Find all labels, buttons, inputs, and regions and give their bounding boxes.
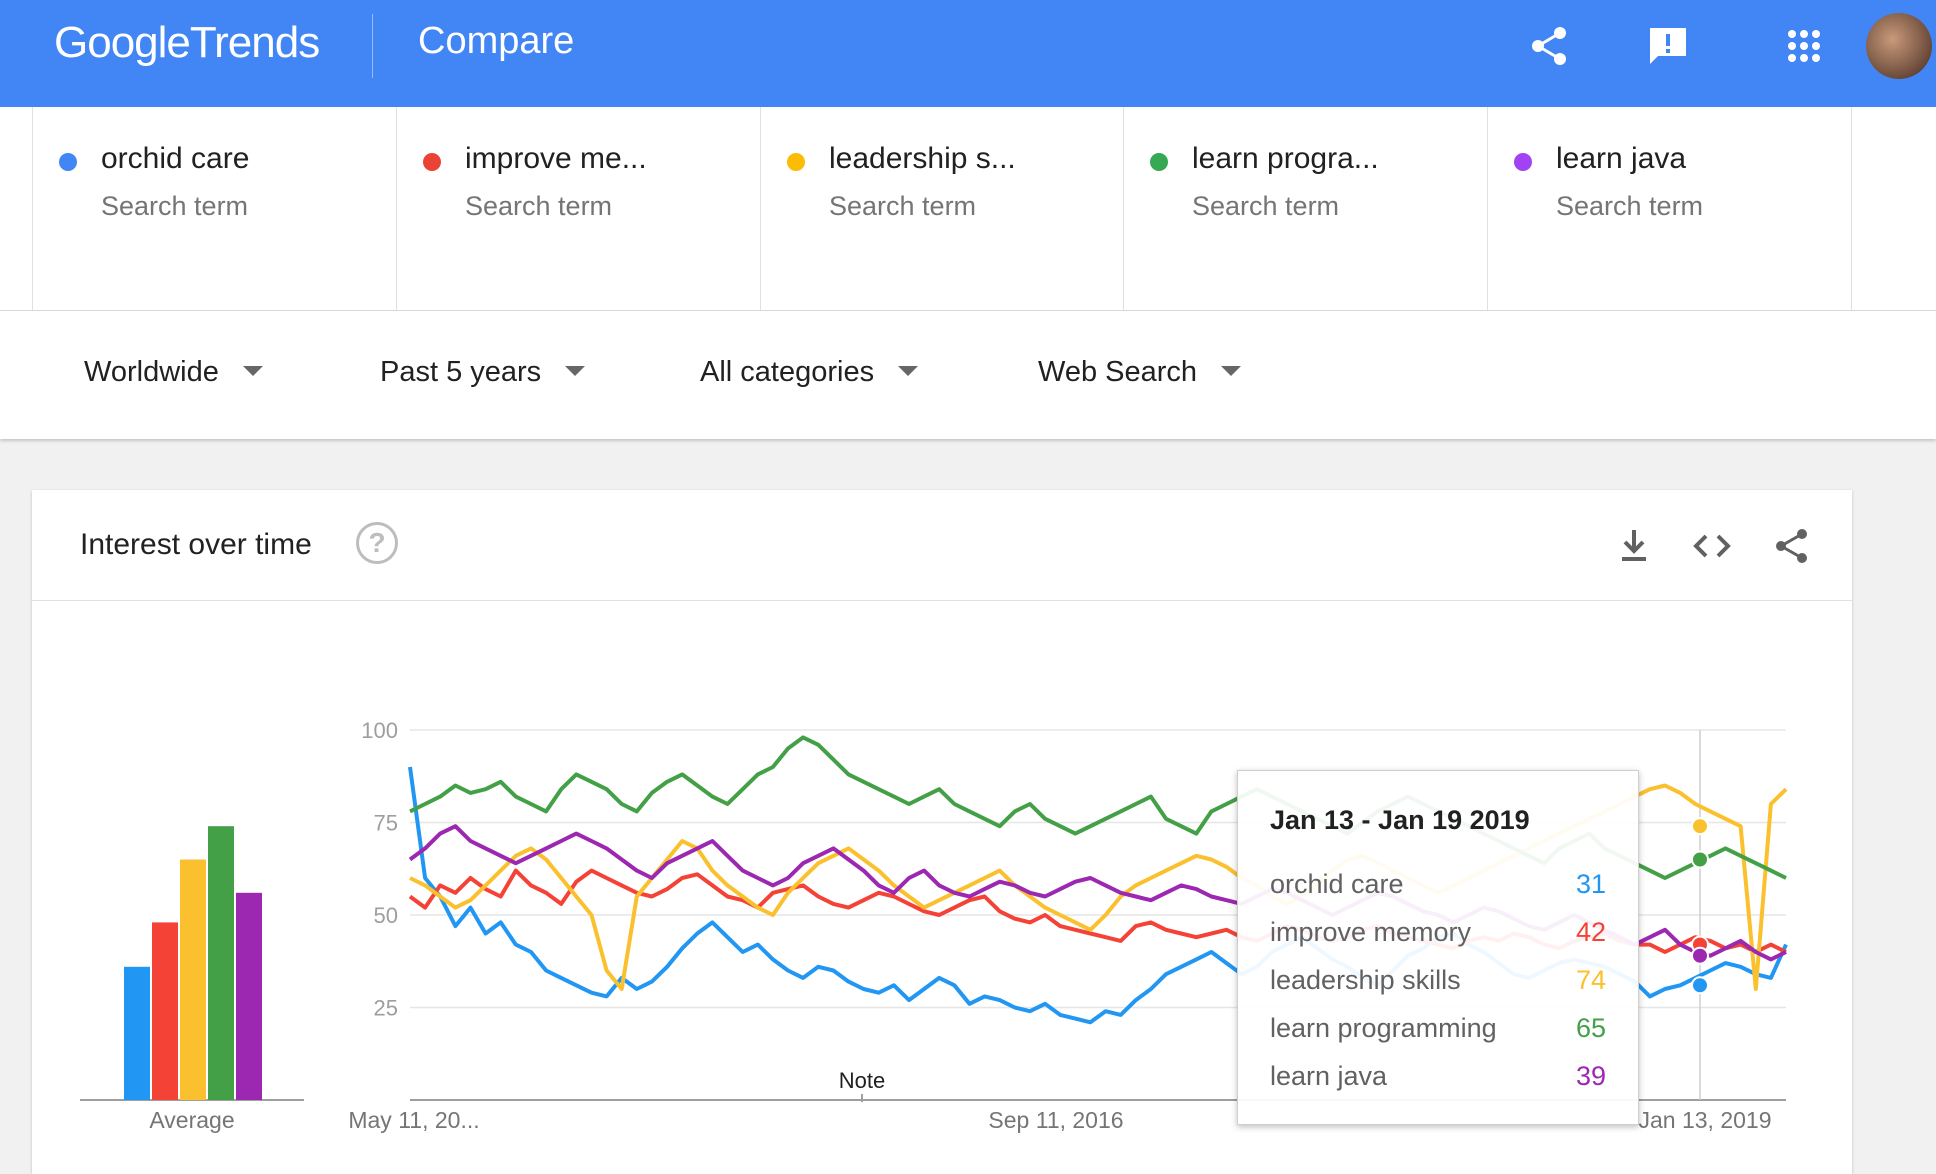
chevron-down-icon [242, 366, 263, 377]
feedback-icon[interactable] [1644, 22, 1692, 70]
tooltip-label: learn programming [1270, 1013, 1497, 1043]
term-label: leadership s... [829, 142, 1016, 175]
hover-point [1691, 976, 1709, 995]
share-icon[interactable] [1770, 524, 1814, 568]
search-type-value: Web Search [1038, 356, 1198, 388]
apps-grid-icon[interactable] [1780, 22, 1828, 70]
tooltip-label: learn java [1270, 1061, 1388, 1091]
term-type: Search term [829, 191, 977, 221]
average-label: Average [149, 1107, 234, 1133]
logo-google: Google [54, 18, 191, 67]
header-divider [372, 14, 373, 78]
tooltip-row: improve memory 42 [1270, 917, 1606, 948]
tooltip-row: learn programming 65 [1270, 1013, 1606, 1044]
term-type: Search term [101, 191, 249, 221]
tooltip-row: leadership skills 74 [1270, 965, 1606, 996]
category-value: All categories [700, 356, 875, 388]
term-card[interactable]: orchid care Search term [32, 107, 396, 310]
tooltip-row: orchid care 31 [1270, 869, 1606, 900]
y-tick-label: 100 [361, 718, 398, 743]
x-tick-label: Jan 13, 2019 [1638, 1107, 1771, 1133]
filters-bar: Worldwide Past 5 years All categories We… [0, 311, 1936, 439]
tooltip-value: 42 [1575, 917, 1606, 947]
region-dropdown[interactable]: Worldwide [84, 356, 263, 389]
average-bar [208, 826, 234, 1100]
card-title: Interest over time [80, 528, 312, 561]
y-tick-label: 25 [374, 996, 398, 1021]
category-dropdown[interactable]: All categories [700, 356, 919, 389]
time-range-dropdown[interactable]: Past 5 years [380, 356, 586, 389]
chevron-down-icon [1221, 366, 1242, 377]
term-color-dot [1514, 153, 1532, 171]
tooltip-value: 31 [1575, 869, 1606, 899]
term-label: learn progra... [1192, 142, 1379, 175]
term-label: learn java [1556, 142, 1687, 175]
tooltip-date: Jan 13 - Jan 19 2019 [1270, 805, 1530, 835]
average-bar [124, 966, 150, 1100]
hover-point [1691, 850, 1709, 869]
tooltip-label: leadership skills [1270, 965, 1461, 995]
tooltip-value: 39 [1575, 1061, 1606, 1091]
term-color-dot [423, 153, 441, 171]
note-label: Note [839, 1068, 885, 1093]
card-header: Interest over time ? [32, 490, 1852, 601]
term-card[interactable]: learn progra... Search term [1123, 107, 1487, 310]
term-type: Search term [465, 191, 613, 221]
chevron-down-icon [565, 366, 586, 377]
term-color-dot [59, 153, 77, 171]
help-icon[interactable]: ? [356, 522, 398, 564]
page-title: Compare [418, 20, 575, 62]
region-value: Worldwide [84, 356, 219, 388]
term-card-empty[interactable] [1851, 107, 1936, 310]
y-tick-label: 50 [374, 903, 398, 928]
term-label: orchid care [101, 142, 250, 175]
avatar[interactable] [1866, 13, 1932, 79]
term-label: improve me... [465, 142, 647, 175]
average-bar [180, 859, 206, 1100]
average-bar [236, 892, 262, 1100]
term-card[interactable]: leadership s... Search term [760, 107, 1124, 310]
term-type: Search term [1556, 191, 1704, 221]
average-bar [152, 922, 178, 1100]
y-tick-label: 75 [374, 811, 398, 836]
term-type: Search term [1192, 191, 1340, 221]
google-trends-logo[interactable]: GoogleTrends [54, 18, 320, 68]
tooltip-row: learn java 39 [1270, 1061, 1606, 1092]
search-terms-bar: orchid care Search term improve me... Se… [0, 107, 1936, 311]
logo-trends: Trends [189, 18, 320, 67]
hover-tooltip: Jan 13 - Jan 19 2019 orchid care 31 impr… [1237, 770, 1639, 1125]
tooltip-value: 65 [1575, 1013, 1606, 1043]
download-icon[interactable] [1612, 524, 1656, 568]
search-type-dropdown[interactable]: Web Search [1038, 356, 1242, 389]
term-card[interactable]: improve me... Search term [396, 107, 760, 310]
chevron-down-icon [898, 366, 919, 377]
tooltip-label: orchid care [1270, 869, 1404, 899]
tooltip-value: 74 [1575, 965, 1606, 995]
time-range-value: Past 5 years [380, 356, 542, 388]
term-color-dot [787, 153, 805, 171]
tooltip-label: improve memory [1270, 917, 1472, 947]
x-tick-label: May 11, 20... [348, 1107, 479, 1133]
term-color-dot [1150, 153, 1168, 171]
hover-point [1691, 817, 1709, 836]
x-tick-label: Sep 11, 2016 [988, 1107, 1123, 1133]
hover-point [1691, 946, 1709, 965]
share-icon[interactable] [1526, 22, 1574, 70]
embed-code-icon[interactable] [1690, 524, 1734, 568]
term-card[interactable]: learn java Search term [1487, 107, 1851, 310]
top-bar: GoogleTrends Compare [0, 0, 1936, 107]
